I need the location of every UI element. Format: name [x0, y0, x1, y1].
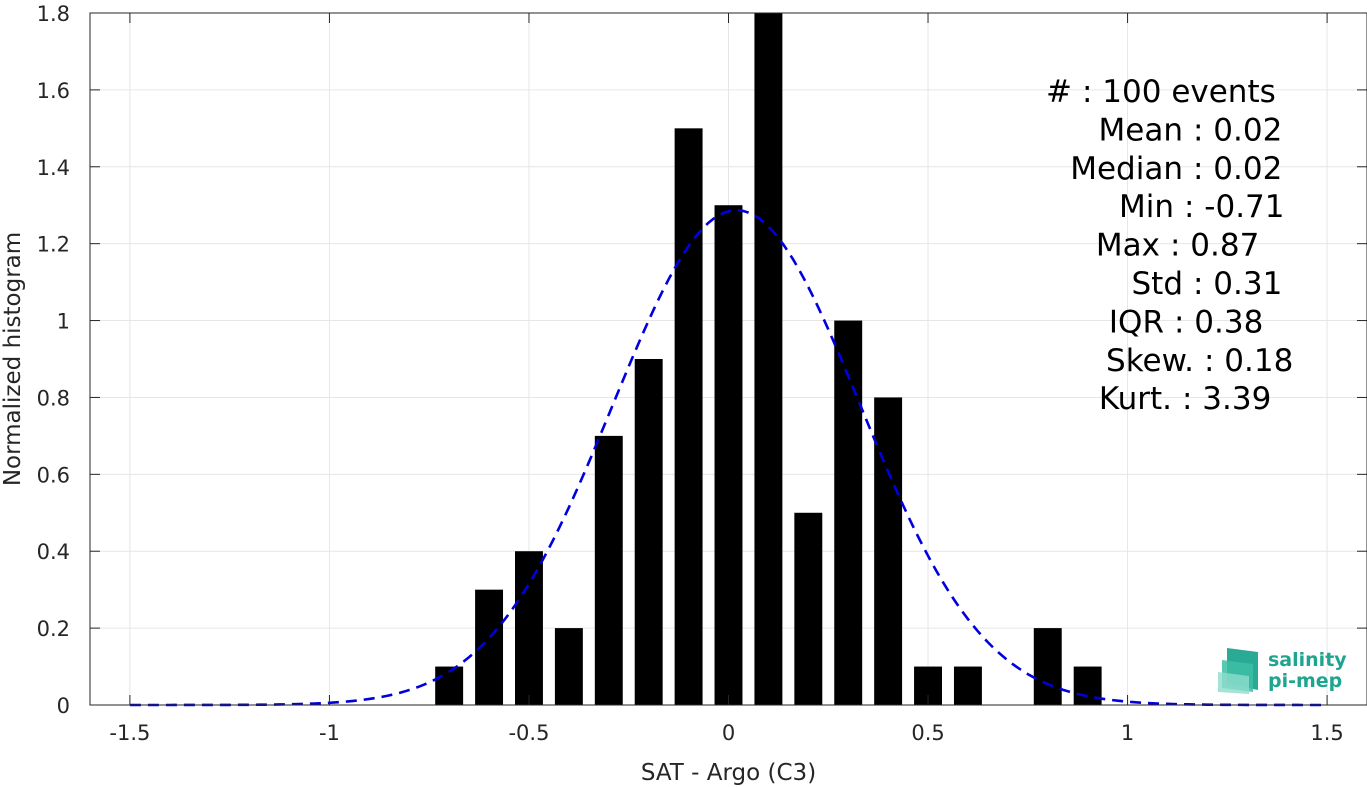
logo-line1: salinity	[1268, 649, 1347, 671]
stat-line: Skew. : 0.18	[1106, 343, 1293, 379]
stat-value: : 3.39	[1182, 381, 1271, 417]
stat-line: Std : 0.31	[1131, 266, 1282, 302]
y-tick-label: 1.2	[37, 233, 70, 257]
x-tick-label: -1	[319, 721, 340, 745]
y-tick-label: 0	[57, 694, 70, 718]
stat-value: : 100 events	[1082, 74, 1276, 110]
histogram-bar	[714, 205, 743, 705]
x-tick-label: 0	[722, 721, 735, 745]
y-tick-label: 0.8	[37, 386, 70, 410]
stat-label: IQR	[1109, 304, 1164, 340]
stat-value: : 0.02	[1193, 151, 1282, 187]
y-tick-label: 1.6	[37, 79, 70, 103]
y-axis-label: Normalized histogram	[0, 232, 26, 486]
logo-waves-icon	[1218, 648, 1258, 694]
histogram-bar	[435, 666, 464, 705]
y-tick-label: 0.6	[37, 463, 70, 487]
stat-value: : -0.71	[1184, 189, 1285, 225]
stat-label: Median	[1070, 151, 1183, 187]
stat-label: Std	[1131, 266, 1183, 302]
stat-value: : 0.87	[1170, 228, 1259, 264]
stat-label: Min	[1119, 189, 1174, 225]
stat-label: Skew.	[1106, 343, 1194, 379]
stat-value: : 0.38	[1174, 304, 1263, 340]
histogram-bar	[674, 128, 703, 706]
histogram-bar	[594, 435, 623, 705]
stat-line: Max : 0.87	[1096, 228, 1259, 264]
x-axis-label: SAT - Argo (C3)	[641, 760, 816, 786]
bars	[435, 13, 1102, 706]
x-tick-label: 0.5	[911, 721, 944, 745]
histogram-bar	[953, 666, 982, 705]
histogram-bar	[515, 551, 543, 705]
y-tick-label: 1.8	[37, 2, 70, 26]
stat-line: Median : 0.02	[1070, 151, 1282, 187]
stat-value: : 0.02	[1193, 112, 1282, 148]
histogram-bar	[874, 397, 903, 705]
stat-line: Kurt. : 3.39	[1099, 381, 1272, 417]
axis-ticks: -1.5 -1 -0.5 0 0.5 1 1.5 0 0.2 0.4 0.6 0.8 1 1.2 1.4 1.…	[37, 2, 1367, 745]
y-tick-label: 1.4	[37, 156, 70, 180]
x-tick-label: 1	[1121, 721, 1134, 745]
stat-label: Max	[1096, 228, 1160, 264]
stat-line: Min : -0.71	[1119, 189, 1285, 225]
histogram-bar	[554, 628, 583, 705]
stat-line: Mean : 0.02	[1099, 112, 1283, 148]
x-tick-label: -1.5	[109, 721, 150, 745]
stat-line: # : 100 events	[1046, 74, 1276, 110]
stat-line: IQR : 0.38	[1109, 304, 1263, 340]
stat-label: #	[1046, 74, 1072, 110]
histogram-bar	[754, 13, 783, 705]
stat-value: : 0.31	[1193, 266, 1282, 302]
stat-value: : 0.18	[1204, 343, 1293, 379]
x-tick-label: -0.5	[508, 721, 549, 745]
y-tick-label: 1	[57, 310, 70, 334]
histogram-bar	[1033, 628, 1062, 705]
y-tick-label: 0.4	[37, 540, 70, 564]
histogram-bar	[794, 512, 823, 705]
stat-label: Mean	[1099, 112, 1183, 148]
stat-label: Kurt.	[1099, 381, 1172, 417]
y-tick-label: 0.2	[37, 617, 70, 641]
histogram-bar	[834, 320, 863, 705]
histogram-bar	[634, 359, 663, 705]
salinity-pi-mep-logo: salinity pi-mep	[1218, 648, 1347, 694]
logo-line2: pi-mep	[1268, 670, 1342, 692]
x-tick-label: 1.5	[1310, 721, 1343, 745]
